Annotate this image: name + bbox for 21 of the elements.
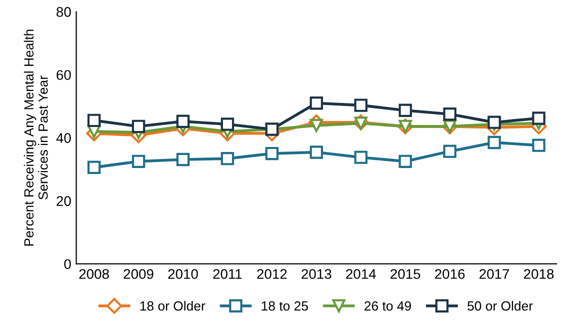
- x-tick-label: 2015: [390, 269, 420, 279]
- y-tick-label: 20: [56, 196, 71, 206]
- x-tick-label: 2014: [346, 269, 376, 279]
- x-tick-label: 2009: [124, 269, 154, 279]
- legend-label: 18 or Older: [140, 300, 206, 311]
- x-tick-label: 2010: [168, 269, 198, 279]
- y-tick-label: 60: [56, 70, 71, 80]
- x-tick-label: 2013: [302, 269, 332, 279]
- legend-label: 18 to 25: [262, 301, 308, 311]
- x-tick-label: 2012: [257, 269, 287, 279]
- x-tick-label: 2016: [435, 269, 465, 279]
- x-tick-label: 2018: [524, 269, 554, 279]
- legend-label: 26 to 49: [364, 301, 411, 311]
- y-tick-label: 80: [56, 7, 71, 17]
- x-tick-label: 2011: [213, 269, 242, 279]
- y-tick-label: 40: [56, 133, 71, 143]
- x-tick-label: 2017: [480, 269, 510, 279]
- y-tick-label: 0: [64, 259, 71, 270]
- y-axis-title: Percent Receiving Any Mental Health Services in Past Year: [24, 30, 48, 246]
- x-tick-label: 2008: [79, 269, 109, 279]
- legend-label: 50 or Older: [468, 300, 533, 311]
